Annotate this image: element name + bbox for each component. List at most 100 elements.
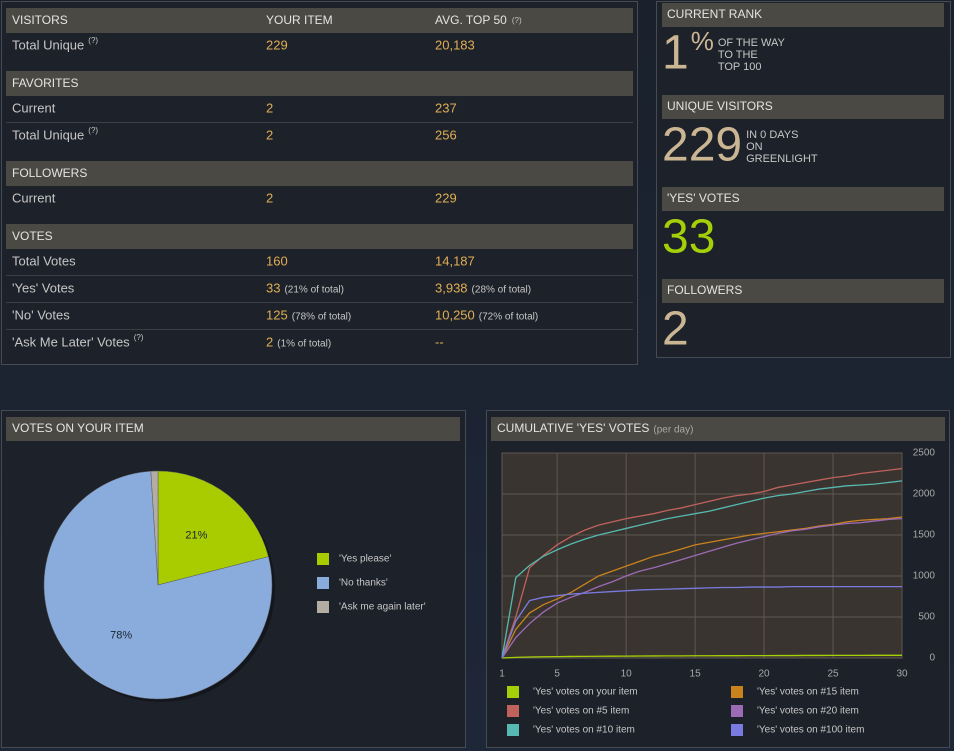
summary-value: 2 bbox=[662, 303, 689, 356]
y-tick-label: 2500 bbox=[913, 448, 936, 459]
item-value: 33 bbox=[266, 280, 280, 295]
column-help: (?) bbox=[512, 16, 522, 25]
summary-header bbox=[662, 95, 944, 119]
item-value: 2 bbox=[266, 100, 273, 115]
row-label: 'Ask Me Later' Votes bbox=[12, 334, 130, 349]
legend-swatch bbox=[317, 553, 329, 565]
row-help: (?) bbox=[134, 333, 144, 342]
summary-title: UNIQUE VISITORS bbox=[667, 99, 773, 113]
legend-label: 'Yes please' bbox=[339, 554, 391, 565]
y-tick-label: 2000 bbox=[913, 489, 936, 500]
item-value: 125 bbox=[266, 307, 288, 322]
series-line bbox=[501, 516, 903, 659]
legend-label: 'Yes' votes on #100 item bbox=[757, 725, 864, 736]
summary-caption: IN 0 DAYS bbox=[746, 129, 798, 141]
row-help: (?) bbox=[88, 126, 98, 135]
series-line bbox=[501, 654, 902, 659]
legend-swatch bbox=[507, 705, 519, 717]
avg-value: -- bbox=[435, 334, 444, 349]
y-tick-label: 1000 bbox=[913, 571, 936, 582]
summary-title: 'YES' VOTES bbox=[667, 191, 740, 205]
row-label: Total Unique bbox=[12, 127, 84, 142]
item-value: 2 bbox=[266, 334, 273, 349]
section-header bbox=[6, 224, 633, 249]
legend-label: 'Yes' votes on your item bbox=[533, 687, 638, 698]
avg-note: (28% of total) bbox=[472, 285, 531, 296]
legend-swatch bbox=[317, 577, 329, 589]
summary-caption: ON bbox=[746, 141, 763, 153]
section-header bbox=[6, 161, 633, 186]
summary-value: 33 bbox=[662, 211, 715, 264]
avg-value: 256 bbox=[435, 127, 457, 142]
legend-swatch bbox=[731, 705, 743, 717]
section-header bbox=[6, 8, 633, 33]
summary-caption: TOP 100 bbox=[718, 61, 762, 73]
summary-title: CURRENT RANK bbox=[667, 7, 762, 21]
legend-swatch bbox=[317, 601, 329, 613]
legend-label: 'Ask me again later' bbox=[339, 602, 426, 613]
avg-value: 229 bbox=[435, 190, 457, 205]
avg-value: 237 bbox=[435, 100, 457, 115]
row-label: 'Yes' Votes bbox=[12, 280, 75, 295]
legend-swatch bbox=[507, 686, 519, 698]
summary-header bbox=[662, 279, 944, 303]
y-tick-label: 0 bbox=[929, 653, 935, 664]
legend-label: 'Yes' votes on #20 item bbox=[757, 706, 859, 717]
summary-value: 229 bbox=[662, 119, 742, 172]
summary-caption: OF THE WAY bbox=[718, 37, 786, 49]
avg-value: 10,250 bbox=[435, 307, 475, 322]
chart-title: VOTES ON YOUR ITEM bbox=[12, 421, 144, 435]
item-note: (78% of total) bbox=[292, 312, 351, 323]
summary-caption: TO THE bbox=[718, 49, 758, 61]
legend-label: 'No thanks' bbox=[339, 578, 388, 589]
row-label: Total Votes bbox=[12, 253, 76, 268]
legend-swatch bbox=[731, 724, 743, 736]
legend-label: 'Yes' votes on #5 item bbox=[533, 706, 629, 717]
x-tick-label: 15 bbox=[690, 669, 702, 680]
item-note: (21% of total) bbox=[284, 285, 343, 296]
series-line bbox=[501, 480, 903, 659]
y-tick-label: 500 bbox=[918, 612, 935, 623]
pie-slice bbox=[43, 470, 273, 700]
pie-slice bbox=[157, 470, 269, 586]
chart-subtitle: (per day) bbox=[653, 425, 693, 436]
row-label: Current bbox=[12, 100, 56, 115]
row-help: (?) bbox=[88, 36, 98, 45]
section-header bbox=[6, 71, 633, 96]
column-header: YOUR ITEM bbox=[266, 13, 333, 27]
item-value: 2 bbox=[266, 127, 273, 142]
item-note: (1% of total) bbox=[277, 339, 331, 350]
item-value: 229 bbox=[266, 37, 288, 52]
avg-value: 3,938 bbox=[435, 280, 468, 295]
x-tick-label: 20 bbox=[759, 669, 771, 680]
section-title: VISITORS bbox=[12, 13, 68, 27]
summary-header bbox=[662, 3, 944, 27]
section-title: FAVORITES bbox=[12, 76, 78, 90]
x-tick-label: 5 bbox=[554, 669, 560, 680]
item-value: 2 bbox=[266, 190, 273, 205]
x-tick-label: 25 bbox=[827, 669, 839, 680]
legend-label: 'Yes' votes on #10 item bbox=[533, 725, 635, 736]
x-tick-label: 1 bbox=[499, 669, 505, 680]
row-label: 'No' Votes bbox=[12, 307, 70, 322]
summary-caption: GREENLIGHT bbox=[746, 153, 818, 165]
row-label: Current bbox=[12, 190, 56, 205]
summary-value: 1 bbox=[662, 27, 689, 80]
legend-label: 'Yes' votes on #15 item bbox=[757, 687, 859, 698]
avg-value: 14,187 bbox=[435, 253, 475, 268]
chart-header bbox=[491, 417, 945, 441]
item-value: 160 bbox=[266, 253, 288, 268]
section-title: VOTES bbox=[12, 229, 53, 243]
section-title: FOLLOWERS bbox=[12, 166, 87, 180]
column-header: AVG. TOP 50 bbox=[435, 13, 507, 27]
y-tick-label: 1500 bbox=[913, 530, 936, 541]
plot-area bbox=[501, 452, 903, 659]
summary-title: FOLLOWERS bbox=[667, 283, 742, 297]
slice-label: 78% bbox=[110, 630, 132, 642]
series-line bbox=[501, 517, 903, 659]
avg-value: 20,183 bbox=[435, 37, 475, 52]
x-tick-label: 10 bbox=[621, 669, 633, 680]
chart-header bbox=[6, 417, 460, 441]
